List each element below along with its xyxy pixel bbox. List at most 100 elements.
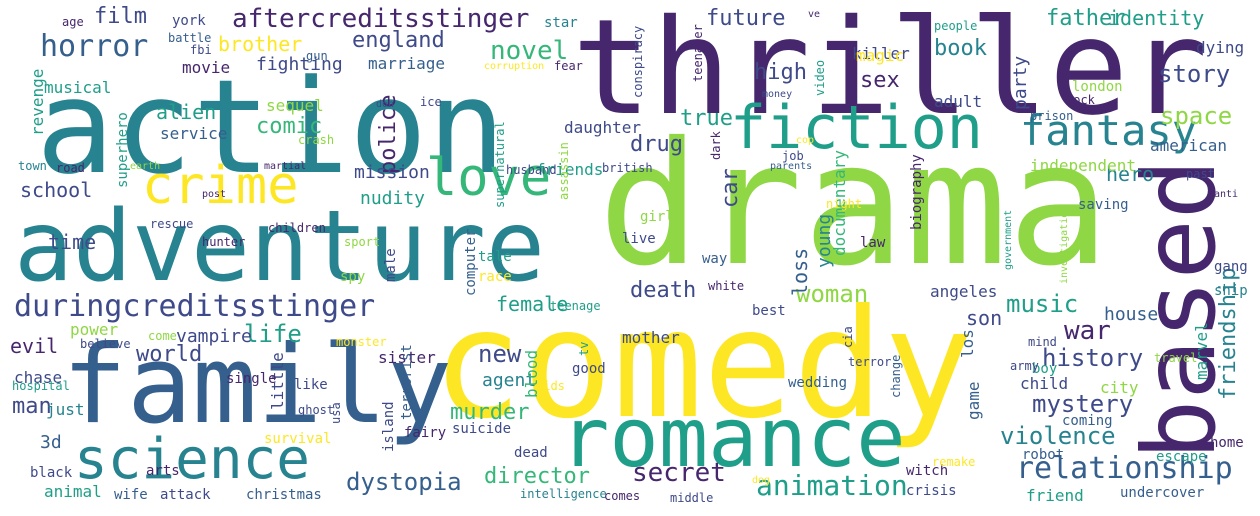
word: dying [1196,38,1245,57]
word: music [1006,290,1079,318]
word: government [1003,209,1014,270]
word: monster [336,335,387,349]
word: loss [788,247,812,296]
word: city [1100,378,1139,397]
word: children [268,221,326,235]
word: coming [1062,413,1113,429]
word: sequel [266,96,324,115]
word: ice [420,95,442,109]
word: race [478,269,512,285]
word: los [958,329,977,358]
word: post [202,189,227,200]
word: single [226,371,277,387]
word: teenager [691,24,705,82]
word: ve [808,9,821,20]
word: girl [640,209,674,225]
word: anti [1214,189,1239,200]
word: party [1010,55,1031,110]
word: believe [80,337,131,351]
word: survival [264,431,332,447]
word: spy [340,269,366,285]
word: martial [264,161,307,172]
word: female [496,292,569,316]
word: ghost [298,403,335,417]
word: fairy [404,425,447,441]
word: wedding [788,375,848,391]
word: change [889,354,903,398]
word: conspiracy [631,25,645,98]
word: suicide [452,421,512,437]
word: romance [560,391,906,486]
word: family [62,323,453,448]
word: husband [506,163,557,177]
word: musical [44,78,112,97]
word: gang [1214,259,1248,275]
word: friend [1026,486,1084,505]
word: brother [218,32,303,56]
word: supernatural [493,121,507,208]
word: people [934,19,978,33]
word: arts [146,463,180,479]
word: dead [514,445,548,461]
word: computer [463,228,479,296]
word: nudity [360,188,426,209]
word: british [602,161,653,175]
word: school [20,178,93,202]
word: independent [1030,156,1136,175]
word: animation [756,469,908,502]
word: middle [670,491,714,505]
word: wife [114,487,148,503]
word: teenage [550,299,601,313]
word: kids [536,379,565,393]
word: secret [632,458,726,488]
word: tv [577,341,591,356]
word: horror [40,29,149,64]
word: don [376,99,395,110]
word: fighting [256,54,343,75]
word: video [813,59,827,96]
word: mystery [1032,390,1134,418]
word: good [572,361,606,377]
word: ship [1214,283,1248,299]
word: dystopia [346,468,462,496]
word: son [966,306,1003,330]
word: home [1210,435,1244,451]
word: action [36,51,506,203]
word: 3d [40,432,62,453]
word: mission [354,162,430,183]
word: york [172,13,206,29]
word: age [62,15,84,29]
word: rock [1066,93,1095,107]
word: cia [841,326,855,348]
word: best [752,303,786,319]
word: space [1160,102,1233,130]
word: hunter [202,235,246,249]
word: prison [1030,109,1074,123]
word: movie [182,58,231,77]
word: army [1010,359,1039,373]
word: christmas [246,487,322,503]
word: crime [142,156,299,216]
word: law [860,235,886,251]
word: terror [848,355,892,369]
word: superhero [115,112,131,188]
word: assassin [557,142,571,200]
word: violence [1000,422,1116,450]
word: adult [934,92,983,111]
word: fiction [730,93,983,163]
word: male [383,248,399,282]
word: town [18,159,47,173]
word: remake [932,455,976,469]
word: dog [752,475,771,486]
word: saving [1078,197,1129,213]
word: man [12,394,52,419]
word: sister [378,348,436,367]
word: murder [450,400,530,425]
word: daughter [564,118,642,137]
word: house [1104,304,1159,325]
word: drama [598,106,1110,304]
word: past [1186,167,1215,181]
word: relationship [1016,451,1233,486]
word: service [160,124,228,143]
word: american [1150,136,1228,155]
